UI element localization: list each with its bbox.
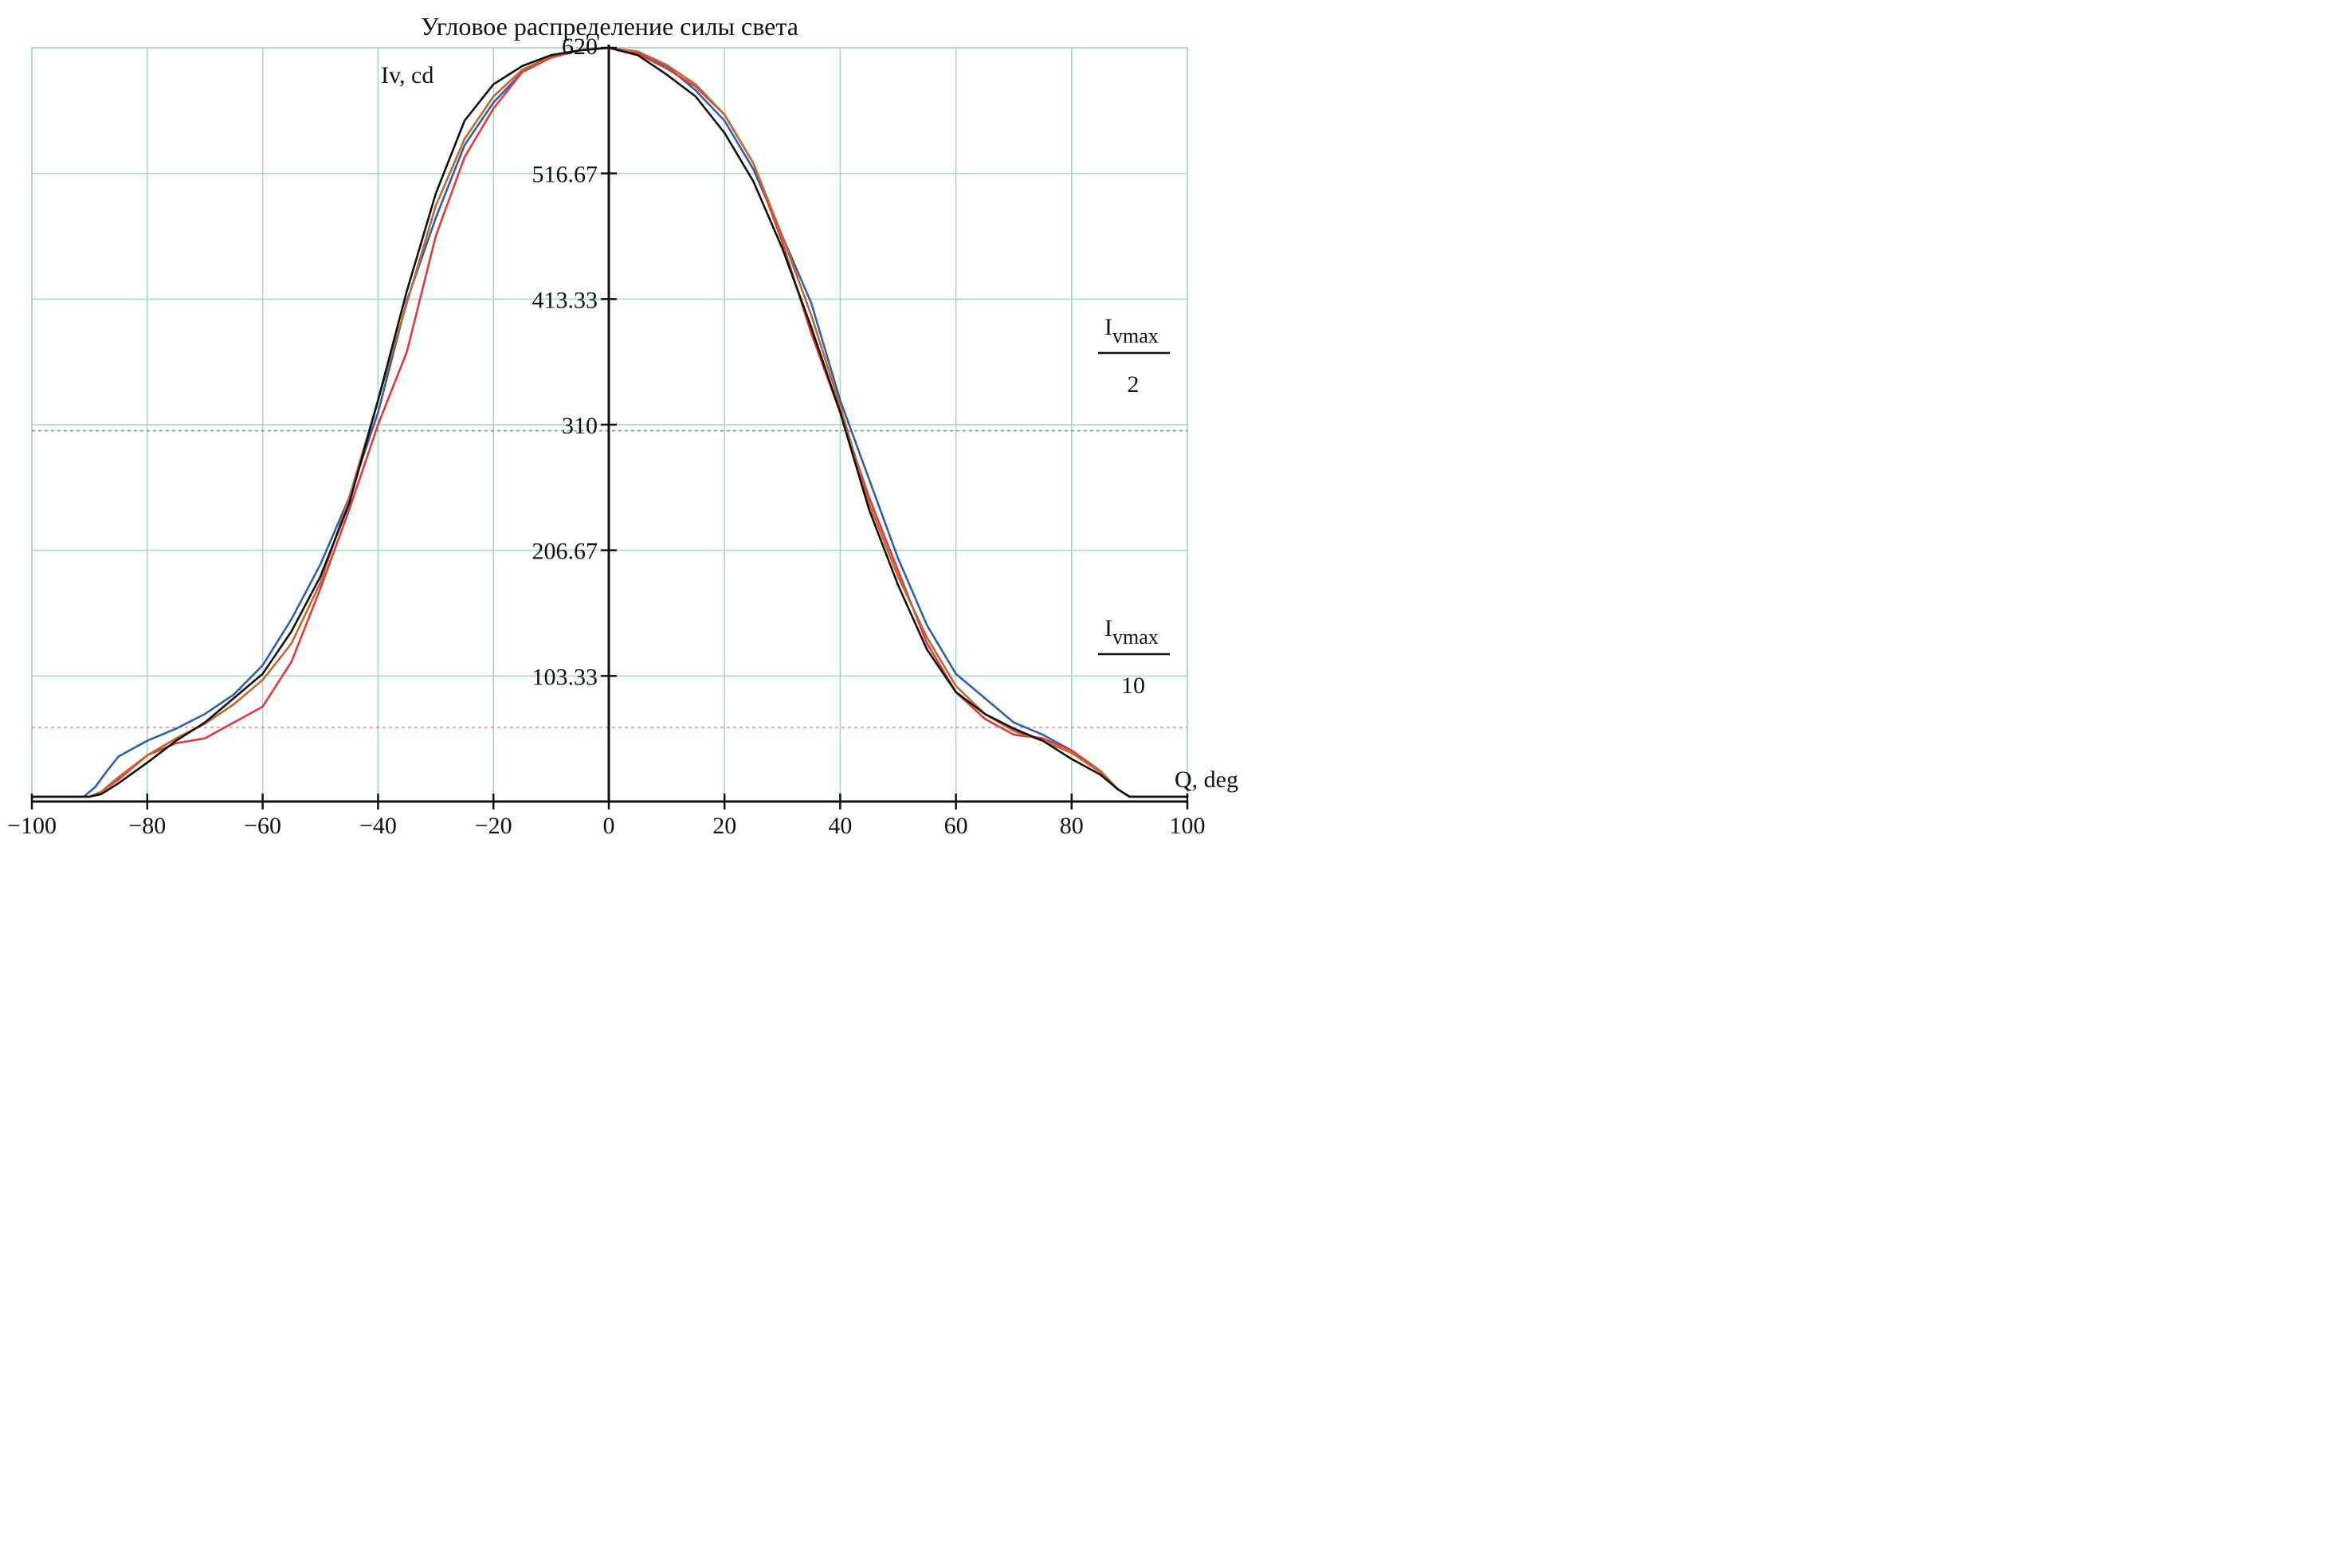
y-tick-label: 516.67 xyxy=(532,162,598,188)
y-axis-label: Iv, cd xyxy=(381,62,433,88)
y-tick-label: 310 xyxy=(562,413,598,439)
chart-labels: Угловое распределение силы света Iv, cd … xyxy=(381,12,1238,793)
x-tick-label: 0 xyxy=(603,813,615,839)
x-tick-label: 40 xyxy=(828,813,852,839)
x-axis-label: Q, deg xyxy=(1175,766,1238,793)
x-tick-label: 100 xyxy=(1170,813,1206,839)
chart-title: Угловое распределение силы света xyxy=(421,12,798,41)
reference-label-numerator: Ivmax xyxy=(1104,615,1159,649)
x-tick-label: 20 xyxy=(712,813,736,839)
y-tick-label: 620 xyxy=(562,33,598,60)
reference-label-denominator: 2 xyxy=(1128,371,1140,398)
x-tick-label: −40 xyxy=(359,813,397,839)
reference-label-numerator: Ivmax xyxy=(1104,314,1159,347)
y-tick-label: 413.33 xyxy=(532,287,598,313)
x-tick-label: −80 xyxy=(128,813,166,839)
x-tick-label: 80 xyxy=(1060,813,1084,839)
axes xyxy=(30,45,1189,809)
light-distribution-chart: Ivmax 2 Ivmax 10 −100 −80 −60 −40 −20 0 20 40 60 80 1… xyxy=(7,12,1238,839)
x-tick-label: 60 xyxy=(944,813,968,839)
y-tick-label: 103.33 xyxy=(532,664,598,690)
x-tick-label: −100 xyxy=(7,813,57,839)
x-tick-label: −20 xyxy=(475,813,512,839)
tick-labels: −100 −80 −60 −40 −20 0 20 40 60 80 100 103.33 206.67… xyxy=(7,33,1205,839)
reference-label-denominator: 10 xyxy=(1121,672,1145,699)
x-tick-label: −60 xyxy=(244,813,281,839)
y-tick-label: 206.67 xyxy=(532,539,598,565)
